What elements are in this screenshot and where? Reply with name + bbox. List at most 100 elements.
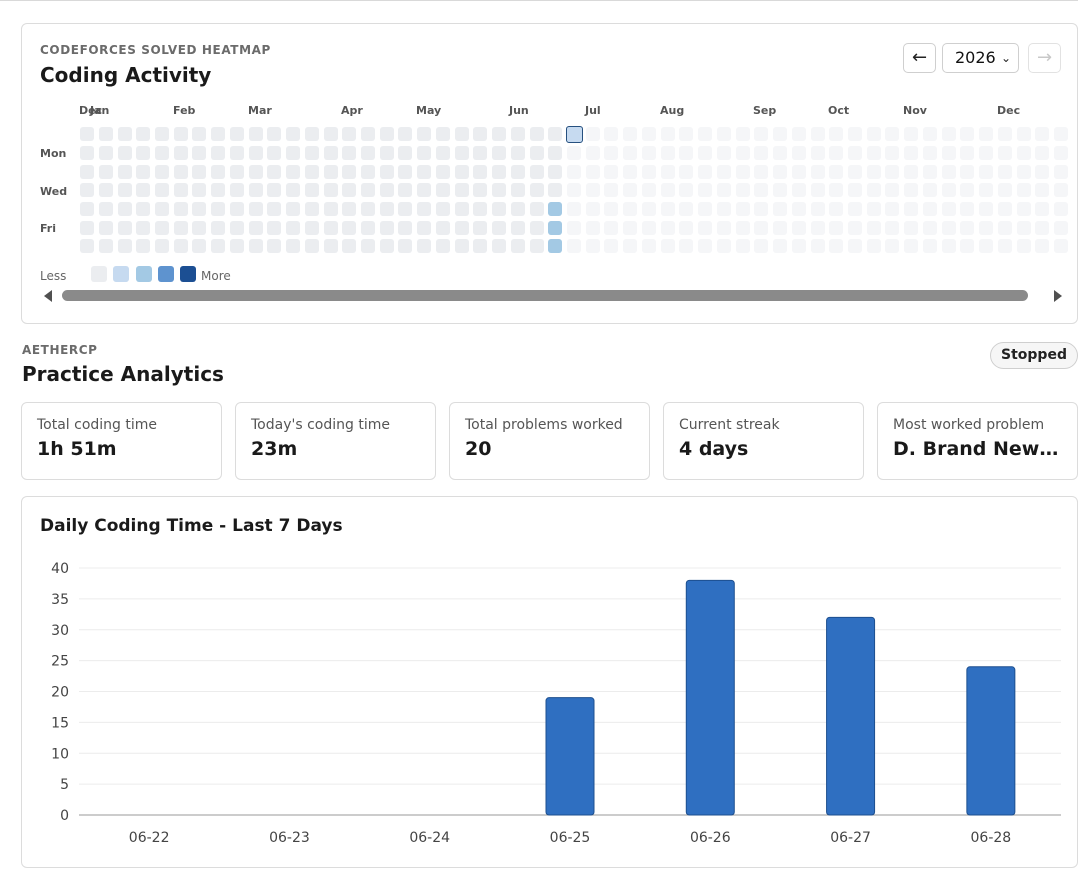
heatmap-cell[interactable] — [80, 164, 94, 179]
heatmap-cell[interactable] — [192, 127, 207, 141]
heatmap-cell[interactable] — [885, 201, 900, 216]
heatmap-cell[interactable] — [80, 220, 94, 235]
heatmap-cell[interactable] — [136, 201, 151, 216]
heatmap-cell[interactable] — [866, 201, 881, 216]
heatmap-cell[interactable] — [342, 201, 357, 216]
heatmap-cell[interactable] — [379, 127, 394, 141]
heatmap-cell[interactable] — [773, 145, 787, 160]
heatmap-cell[interactable] — [173, 239, 188, 254]
heatmap-cell[interactable] — [398, 127, 413, 141]
heatmap-cell[interactable] — [922, 127, 937, 141]
heatmap-cell[interactable] — [398, 164, 413, 179]
heatmap-cell[interactable] — [791, 164, 806, 179]
heatmap-cell[interactable] — [735, 164, 750, 179]
heatmap-cell[interactable] — [417, 183, 432, 198]
heatmap-cell[interactable] — [473, 145, 488, 160]
heatmap-cell[interactable] — [435, 164, 450, 179]
heatmap-cell[interactable] — [1054, 145, 1068, 160]
heatmap-cell[interactable] — [1054, 220, 1068, 235]
heatmap-cell[interactable] — [229, 145, 244, 160]
heatmap-cell[interactable] — [810, 127, 825, 141]
heatmap-cell[interactable] — [847, 201, 862, 216]
heatmap-cell[interactable] — [454, 220, 469, 235]
horizontal-scrollbar[interactable] — [44, 289, 1062, 303]
heatmap-cell[interactable] — [360, 201, 375, 216]
heatmap-cell[interactable] — [454, 201, 469, 216]
heatmap-cell[interactable] — [117, 201, 132, 216]
heatmap-cell[interactable] — [585, 239, 600, 254]
heatmap-cell[interactable] — [735, 145, 750, 160]
heatmap-cell[interactable] — [716, 183, 731, 198]
heatmap-cell[interactable] — [117, 164, 132, 179]
heatmap-cell[interactable] — [286, 164, 300, 179]
heatmap-cell[interactable] — [267, 201, 282, 216]
heatmap-cell[interactable] — [604, 164, 619, 179]
heatmap-cell[interactable] — [286, 127, 300, 141]
heatmap-cell[interactable] — [379, 145, 394, 160]
heatmap-cell[interactable] — [773, 201, 787, 216]
heatmap-cell[interactable] — [941, 127, 956, 141]
heatmap-cell[interactable] — [492, 164, 507, 179]
heatmap-cell[interactable] — [98, 127, 113, 141]
heatmap-cell[interactable] — [304, 239, 319, 254]
heatmap-cell[interactable] — [267, 183, 282, 198]
heatmap-cell[interactable] — [342, 183, 357, 198]
heatmap-cell[interactable] — [173, 220, 188, 235]
heatmap-cell[interactable] — [529, 201, 544, 216]
heatmap-cell[interactable] — [548, 145, 563, 160]
heatmap-cell[interactable] — [1016, 164, 1031, 179]
heatmap-cell[interactable] — [379, 183, 394, 198]
heatmap-cell[interactable] — [360, 145, 375, 160]
heatmap-cell[interactable] — [810, 145, 825, 160]
heatmap-cell[interactable] — [585, 201, 600, 216]
heatmap-cell[interactable] — [773, 239, 787, 254]
heatmap-cell[interactable] — [1035, 127, 1050, 141]
heatmap-cell[interactable] — [248, 164, 263, 179]
heatmap-cell[interactable] — [1035, 164, 1050, 179]
heatmap-cell[interactable] — [323, 201, 338, 216]
heatmap-cell[interactable] — [623, 220, 638, 235]
heatmap-cell[interactable] — [623, 127, 638, 141]
heatmap-cell[interactable] — [960, 183, 975, 198]
heatmap-cell[interactable] — [604, 183, 619, 198]
heatmap-cell[interactable] — [847, 183, 862, 198]
heatmap-cell[interactable] — [791, 145, 806, 160]
heatmap-cell[interactable] — [1035, 183, 1050, 198]
heatmap-cell[interactable] — [229, 127, 244, 141]
heatmap-cell[interactable] — [136, 145, 151, 160]
heatmap-cell[interactable] — [1035, 239, 1050, 254]
heatmap-cell[interactable] — [398, 239, 413, 254]
heatmap-cell[interactable] — [716, 220, 731, 235]
heatmap-cell[interactable] — [417, 239, 432, 254]
heatmap-cell[interactable] — [1016, 127, 1031, 141]
heatmap-cell[interactable] — [904, 201, 919, 216]
heatmap-cell[interactable] — [192, 239, 207, 254]
heatmap-cell[interactable] — [585, 220, 600, 235]
heatmap-cell[interactable] — [267, 127, 282, 141]
heatmap-cell[interactable] — [529, 127, 544, 141]
heatmap-cell[interactable] — [791, 220, 806, 235]
scroll-right-arrow-icon[interactable] — [1054, 290, 1062, 302]
heatmap-cell[interactable] — [679, 239, 694, 254]
heatmap-cell[interactable] — [360, 127, 375, 141]
heatmap-cell[interactable] — [173, 164, 188, 179]
heatmap-cell[interactable] — [492, 145, 507, 160]
heatmap-cell[interactable] — [604, 220, 619, 235]
heatmap-cell[interactable] — [379, 239, 394, 254]
heatmap-cell[interactable] — [267, 239, 282, 254]
heatmap-cell[interactable] — [529, 164, 544, 179]
heatmap-cell[interactable] — [829, 164, 844, 179]
heatmap-cell[interactable] — [829, 183, 844, 198]
heatmap-cell[interactable] — [623, 239, 638, 254]
heatmap-cell[interactable] — [548, 220, 563, 235]
heatmap-cell[interactable] — [904, 164, 919, 179]
heatmap-cell[interactable] — [754, 220, 769, 235]
heatmap-cell[interactable] — [885, 220, 900, 235]
heatmap-cell[interactable] — [885, 183, 900, 198]
heatmap-cell[interactable] — [548, 201, 563, 216]
heatmap-cell[interactable] — [716, 127, 731, 141]
heatmap-cell[interactable] — [192, 220, 207, 235]
heatmap-cell[interactable] — [510, 201, 525, 216]
heatmap-cell[interactable] — [997, 164, 1012, 179]
heatmap-cell[interactable] — [417, 145, 432, 160]
